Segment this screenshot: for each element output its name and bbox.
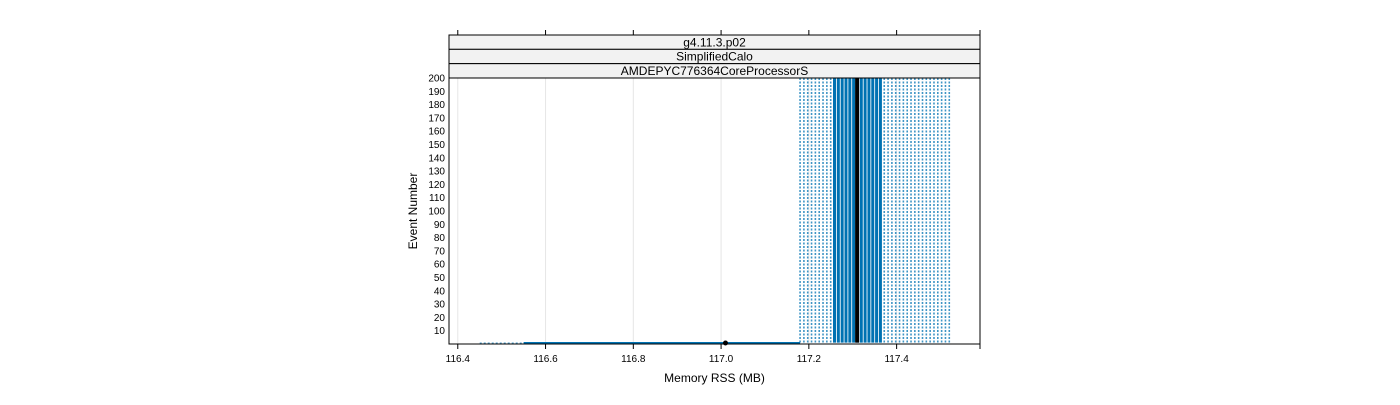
y-axis: 10 20 30 40 50 60 70 80 90 100 110 120 130 140 150 160 1… [428, 74, 445, 338]
strip-headers: g4.11.3.p02SimplifiedCaloAMDEPYC776364Co… [448, 34, 981, 79]
y-tick-label-18: 190 [428, 87, 445, 98]
x-tick-label-5: 117.4 [884, 354, 909, 365]
y-tick-label-2: 30 [434, 300, 446, 311]
panel-frame [448, 77, 981, 345]
x-tick-label-3: 117.0 [709, 354, 734, 365]
y-tick-label-0: 10 [434, 326, 446, 337]
y-tick-label-15: 160 [428, 127, 445, 138]
series-layer [479, 78, 951, 346]
y-tick-label-3: 40 [434, 286, 446, 297]
y-tick-label-7: 80 [434, 233, 446, 244]
x-tick-label-4: 117.2 [797, 354, 822, 365]
x-axis-title: Memory RSS (MB) [664, 371, 765, 385]
x-tick-label-2: 116.8 [621, 354, 646, 365]
grid-lines [457, 78, 898, 344]
strip-label-1: SimplifiedCalo [676, 50, 753, 64]
x-tick-label-0: 116.4 [446, 354, 471, 365]
y-tick-label-9: 100 [428, 207, 445, 218]
y-tick-label-16: 170 [428, 113, 445, 124]
y-tick-label-11: 120 [428, 180, 445, 191]
y-tick-label-14: 150 [428, 140, 445, 151]
y-tick-label-4: 50 [434, 273, 446, 284]
y-tick-label-1: 20 [434, 313, 446, 324]
strip-label-2: AMDEPYC776364CoreProcessorS [621, 64, 808, 78]
y-tick-label-17: 180 [428, 100, 445, 111]
y-tick-label-19: 200 [428, 74, 445, 85]
y-tick-label-10: 110 [429, 193, 445, 204]
y-tick-label-8: 90 [434, 220, 446, 231]
strip-label-0: g4.11.3.p02 [683, 35, 746, 49]
x-axis: 116.4 116.6 116.8 117.0 117.2 117.4 [446, 30, 981, 365]
y-axis-title: Event Number [406, 173, 420, 250]
x-tick-label-1: 116.6 [533, 354, 558, 365]
y-tick-label-12: 130 [428, 167, 445, 178]
marker-point [722, 340, 728, 346]
y-tick-label-6: 70 [434, 246, 446, 257]
y-tick-label-13: 140 [428, 153, 445, 164]
y-tick-label-5: 60 [434, 260, 446, 271]
